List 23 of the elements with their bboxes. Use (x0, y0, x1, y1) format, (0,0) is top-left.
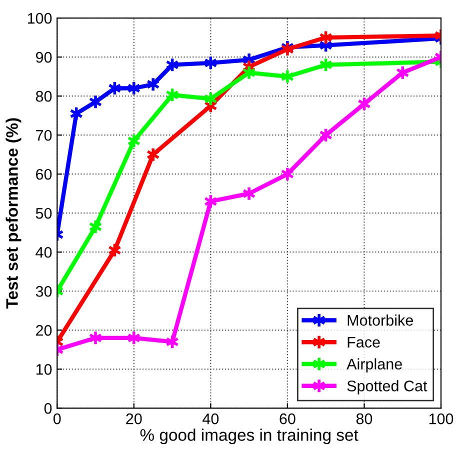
y-tick-label: 10 (36, 364, 52, 375)
y-tick-label: 60 (36, 168, 52, 180)
y-axis-title: Test set peformance (%) (6, 118, 22, 309)
x-tick-label: 60 (280, 413, 296, 424)
y-tick-label: 50 (36, 208, 52, 219)
x-tick-label: 80 (356, 413, 372, 424)
y-tick-label: 30 (36, 286, 52, 297)
y-tick-label: 70 (36, 130, 52, 141)
y-tick-label: 20 (36, 325, 52, 336)
y-tick-label: 0 (44, 403, 52, 414)
x-axis-title: % good images in training set (140, 428, 358, 444)
legend-label: Airplane (346, 358, 402, 373)
y-tick-label: 90 (36, 52, 52, 63)
x-tick-label: 0 (53, 413, 61, 424)
legend-label: Spotted Cat (347, 380, 428, 394)
legend-label: Motorbike (348, 314, 413, 326)
legend-label: Face (348, 336, 380, 348)
x-tick-label: 40 (202, 413, 219, 424)
x-tick-label: 100 (429, 413, 454, 424)
y-tick-label: 100 (28, 12, 52, 24)
y-tick-label: 80 (36, 90, 52, 102)
x-tick-label: 20 (126, 413, 142, 424)
y-tick-label: 40 (36, 246, 52, 258)
